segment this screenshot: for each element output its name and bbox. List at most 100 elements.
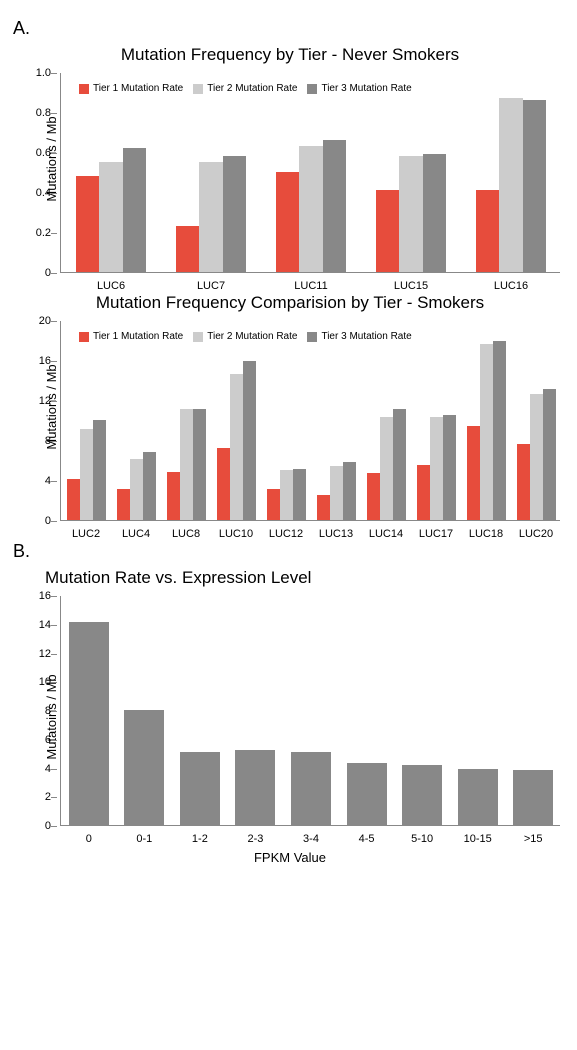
chart-expression: Mutation Rate vs. Expression Level Mutat… xyxy=(5,568,575,865)
ytick-label: 12 xyxy=(39,395,61,407)
xtick-label: 5-10 xyxy=(411,825,433,845)
bar xyxy=(76,176,99,272)
bar xyxy=(513,770,553,825)
bar xyxy=(117,489,130,520)
bar xyxy=(376,190,399,272)
bar xyxy=(299,146,322,272)
legend-swatch xyxy=(79,84,89,94)
bar xyxy=(347,763,387,825)
ytick-label: 16 xyxy=(39,355,61,367)
bar xyxy=(380,417,393,520)
bar xyxy=(543,389,556,520)
bar xyxy=(130,459,143,520)
ytick-label: 20 xyxy=(39,315,61,327)
legend-item: Tier 1 Mutation Rate xyxy=(79,331,183,342)
xtick-label: LUC13 xyxy=(319,520,353,540)
chart2-title: Mutation Frequency Comparision by Tier -… xyxy=(5,293,575,313)
bar xyxy=(223,156,246,272)
bar xyxy=(323,140,346,272)
bar xyxy=(167,472,180,520)
xtick-label: LUC8 xyxy=(172,520,200,540)
bar xyxy=(293,469,306,520)
bar xyxy=(417,465,430,520)
bar xyxy=(476,190,499,272)
bar xyxy=(180,752,220,825)
chart3-title: Mutation Rate vs. Expression Level xyxy=(45,568,575,588)
bar xyxy=(176,226,199,272)
bar xyxy=(235,750,275,825)
legend-swatch xyxy=(193,332,203,342)
chart-smokers: Mutation Frequency Comparision by Tier -… xyxy=(5,293,575,521)
bar xyxy=(317,495,330,520)
legend: Tier 1 Mutation Rate Tier 2 Mutation Rate… xyxy=(79,83,412,94)
ytick-label: 4 xyxy=(45,475,61,487)
xtick-label: 0-1 xyxy=(136,825,152,845)
bar xyxy=(67,479,80,520)
legend-swatch xyxy=(307,332,317,342)
bar xyxy=(423,154,446,272)
xtick-label: 10-15 xyxy=(464,825,492,845)
xtick-label: LUC6 xyxy=(97,272,125,292)
bar xyxy=(230,374,243,520)
bar xyxy=(399,156,422,272)
legend-item: Tier 1 Mutation Rate xyxy=(79,83,183,94)
bar xyxy=(124,710,164,825)
legend-text: Tier 3 Mutation Rate xyxy=(321,331,411,342)
bar xyxy=(493,341,506,520)
legend-text: Tier 1 Mutation Rate xyxy=(93,331,183,342)
xtick-label: 3-4 xyxy=(303,825,319,845)
ytick-label: 8 xyxy=(45,435,61,447)
chart1-plot-area: 00.20.40.60.81.0LUC6LUC7LUC11LUC15LUC16T… xyxy=(60,73,560,273)
xtick-label: LUC15 xyxy=(394,272,428,292)
bar xyxy=(467,426,480,520)
panel-b-label: B. xyxy=(13,541,572,562)
legend-item: Tier 2 Mutation Rate xyxy=(193,83,297,94)
xtick-label: 1-2 xyxy=(192,825,208,845)
bar xyxy=(393,409,406,520)
ytick-label: 4 xyxy=(45,763,61,775)
xtick-label: LUC18 xyxy=(469,520,503,540)
bar xyxy=(180,409,193,520)
legend-text: Tier 3 Mutation Rate xyxy=(321,83,411,94)
legend-swatch xyxy=(79,332,89,342)
xtick-label: LUC7 xyxy=(197,272,225,292)
bar xyxy=(99,162,122,272)
bar xyxy=(330,466,343,520)
xtick-label: LUC2 xyxy=(72,520,100,540)
ytick-label: 14 xyxy=(39,619,61,631)
bar xyxy=(430,417,443,520)
ytick-label: 0.4 xyxy=(36,187,61,199)
bar xyxy=(276,172,299,272)
ytick-label: 0.8 xyxy=(36,107,61,119)
ytick-label: 0.6 xyxy=(36,147,61,159)
bar xyxy=(499,98,522,272)
bar xyxy=(80,429,93,520)
xtick-label: 0 xyxy=(86,825,92,845)
xtick-label: 4-5 xyxy=(359,825,375,845)
legend-text: Tier 2 Mutation Rate xyxy=(207,83,297,94)
bar xyxy=(291,752,331,825)
ytick-label: 8 xyxy=(45,705,61,717)
chart3-xlabel: FPKM Value xyxy=(5,850,575,865)
ytick-label: 0.2 xyxy=(36,227,61,239)
ytick-label: 10 xyxy=(39,676,61,688)
bar xyxy=(517,444,530,520)
xtick-label: LUC12 xyxy=(269,520,303,540)
ytick-label: 12 xyxy=(39,648,61,660)
ytick-label: 16 xyxy=(39,590,61,602)
bar xyxy=(530,394,543,520)
xtick-label: LUC10 xyxy=(219,520,253,540)
chart2-plot-area: 048121620LUC2LUC4LUC8LUC10LUC12LUC13LUC1… xyxy=(60,321,560,521)
xtick-label: >15 xyxy=(524,825,543,845)
chart-never-smokers: Mutation Frequency by Tier - Never Smoke… xyxy=(5,45,575,273)
bar xyxy=(343,462,356,520)
legend-item: Tier 3 Mutation Rate xyxy=(307,83,411,94)
ytick-label: 6 xyxy=(45,734,61,746)
panel-a-label: A. xyxy=(13,18,572,39)
legend-item: Tier 2 Mutation Rate xyxy=(193,331,297,342)
legend: Tier 1 Mutation Rate Tier 2 Mutation Rate… xyxy=(79,331,412,342)
legend-item: Tier 3 Mutation Rate xyxy=(307,331,411,342)
bar xyxy=(480,344,493,520)
xtick-label: LUC11 xyxy=(294,272,327,292)
bar xyxy=(280,470,293,520)
